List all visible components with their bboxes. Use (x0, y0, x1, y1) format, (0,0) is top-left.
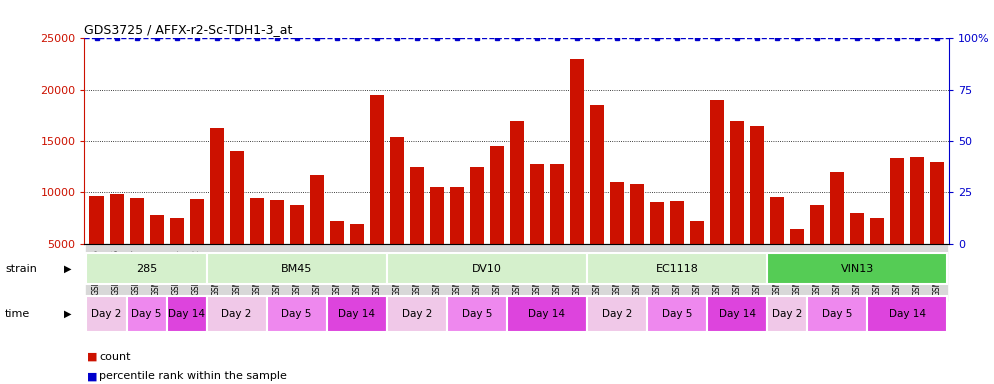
Bar (310, 175, 324, 295)
Text: Day 5: Day 5 (281, 309, 312, 319)
Text: Day 14: Day 14 (338, 309, 376, 319)
Text: Day 2: Day 2 (402, 309, 432, 319)
Bar (450, 187, 464, 295)
Bar (109, 194, 123, 295)
Text: Day 14: Day 14 (168, 309, 205, 319)
Bar (550, 164, 564, 295)
Bar (210, 128, 224, 295)
Bar (429, 187, 443, 295)
Bar (530, 164, 544, 295)
Bar (129, 198, 143, 295)
Text: Day 14: Day 14 (719, 309, 755, 319)
Bar (390, 137, 404, 295)
Text: ■: ■ (87, 371, 98, 381)
Bar (350, 224, 364, 295)
Bar (707, 296, 767, 332)
Text: Day 2: Day 2 (601, 309, 632, 319)
Bar (86, 253, 207, 284)
Bar (507, 296, 586, 332)
Bar (911, 157, 924, 295)
Bar (89, 195, 103, 295)
Text: Day 5: Day 5 (822, 309, 853, 319)
Text: ▶: ▶ (64, 264, 72, 274)
Bar (269, 200, 283, 295)
Bar (126, 296, 167, 332)
Bar (387, 296, 447, 332)
Bar (870, 218, 885, 295)
Bar (586, 253, 767, 284)
Text: DV10: DV10 (472, 264, 502, 274)
Bar (830, 172, 844, 295)
Bar (767, 253, 947, 284)
Text: Day 2: Day 2 (91, 309, 121, 319)
Bar (690, 221, 704, 295)
Bar (170, 218, 184, 295)
Bar (807, 296, 867, 332)
Text: ▶: ▶ (64, 309, 72, 319)
Text: Day 5: Day 5 (131, 309, 162, 319)
Bar (710, 100, 724, 295)
Text: Day 14: Day 14 (529, 309, 566, 319)
Bar (891, 157, 905, 295)
Bar (510, 121, 524, 295)
Text: Day 2: Day 2 (222, 309, 251, 319)
Bar (327, 296, 387, 332)
Bar (810, 205, 824, 295)
Bar (149, 215, 164, 295)
Bar (289, 205, 304, 295)
Bar (750, 126, 764, 295)
Text: Day 5: Day 5 (662, 309, 692, 319)
Bar (370, 95, 384, 295)
Bar (470, 167, 484, 295)
Text: Day 2: Day 2 (772, 309, 802, 319)
Text: GDS3725 / AFFX-r2-Sc-TDH1-3_at: GDS3725 / AFFX-r2-Sc-TDH1-3_at (84, 23, 293, 36)
Bar (850, 213, 864, 295)
Text: 285: 285 (136, 264, 157, 274)
Text: Day 5: Day 5 (461, 309, 492, 319)
Bar (630, 184, 644, 295)
Text: ■: ■ (87, 352, 98, 362)
Text: time: time (5, 309, 30, 319)
Text: BM45: BM45 (281, 264, 312, 274)
Bar (410, 167, 423, 295)
Bar (86, 296, 126, 332)
Bar (190, 199, 204, 295)
Bar (770, 197, 784, 295)
Bar (266, 296, 327, 332)
Bar (230, 151, 244, 295)
Text: VIN13: VIN13 (841, 264, 874, 274)
Bar (447, 296, 507, 332)
Bar (207, 253, 387, 284)
Bar (790, 230, 804, 295)
Bar (590, 105, 604, 295)
Bar (207, 296, 266, 332)
Bar (930, 162, 944, 295)
Text: strain: strain (5, 264, 37, 274)
Bar (249, 198, 263, 295)
Bar (330, 221, 344, 295)
Bar (586, 296, 647, 332)
Text: EC1118: EC1118 (656, 264, 699, 274)
Bar (167, 296, 207, 332)
Bar (647, 296, 707, 332)
Bar (730, 121, 745, 295)
Bar (570, 59, 583, 295)
Bar (387, 253, 586, 284)
Bar (670, 201, 684, 295)
Bar (490, 146, 504, 295)
Text: count: count (99, 352, 131, 362)
Bar (650, 202, 664, 295)
Text: Day 14: Day 14 (889, 309, 925, 319)
Text: percentile rank within the sample: percentile rank within the sample (99, 371, 287, 381)
Bar (610, 182, 624, 295)
Bar (767, 296, 807, 332)
Bar (867, 296, 947, 332)
